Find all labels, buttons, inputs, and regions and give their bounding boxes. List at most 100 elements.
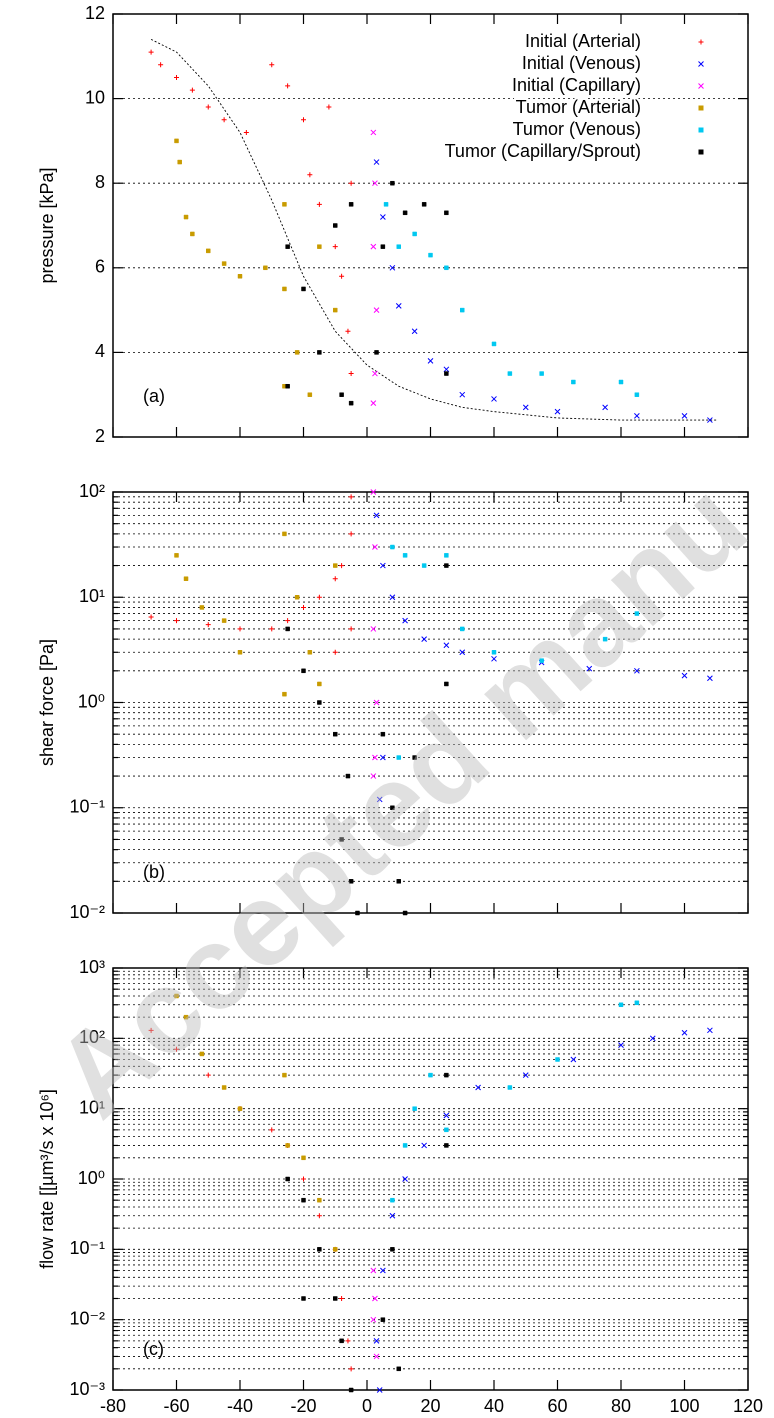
data-point: [294, 350, 300, 355]
data-point: [602, 404, 608, 411]
data-point: [285, 383, 290, 389]
data-point: [396, 879, 401, 884]
data-point: [390, 805, 395, 810]
data-point: [412, 755, 417, 760]
data-point: [199, 605, 205, 610]
data-point: [339, 392, 344, 397]
data-point: [345, 1338, 351, 1344]
data-point: [634, 1000, 640, 1006]
data-point: [174, 553, 179, 558]
data-point: [301, 117, 306, 123]
data-point: [444, 553, 449, 558]
data-point: [269, 626, 275, 632]
data-point: [376, 796, 383, 803]
data-point: [317, 700, 322, 705]
data-point: [190, 231, 195, 237]
y-axis-label: pressure [kPa]: [37, 167, 57, 283]
data-point: [380, 1317, 386, 1322]
data-point: [522, 404, 529, 411]
data-point: [332, 649, 338, 655]
data-point: [373, 1337, 380, 1344]
data-point: [183, 1014, 189, 1020]
data-point: [301, 286, 306, 292]
data-point: [285, 626, 290, 632]
data-point: [373, 512, 380, 519]
data-point: [428, 252, 433, 258]
data-point: [459, 391, 466, 398]
data-point: [345, 328, 351, 334]
y-tick-label: 10⁻¹: [69, 1238, 105, 1258]
data-point: [707, 417, 713, 423]
data-point: [443, 366, 450, 373]
legend-label: Initial (Venous): [522, 53, 641, 73]
y-tick-label: 10¹: [79, 586, 105, 606]
data-point: [396, 244, 401, 249]
data-point: [372, 544, 378, 550]
y-tick-label: 10: [85, 87, 105, 107]
data-point: [491, 396, 497, 402]
data-point: [174, 1046, 179, 1052]
data-point: [348, 626, 354, 632]
y-tick-label: 10¹: [79, 1097, 105, 1117]
data-point: [243, 129, 249, 135]
legend-label: Initial (Capillary): [512, 75, 641, 95]
data-point: [373, 307, 380, 313]
data-point: [649, 1035, 656, 1042]
data-point: [380, 731, 386, 737]
data-point: [444, 1072, 449, 1078]
data-point: [681, 672, 688, 679]
data-point: [316, 201, 322, 207]
y-tick-label: 12: [85, 3, 105, 23]
y-tick-label: 6: [95, 257, 105, 277]
data-point: [460, 626, 465, 632]
data-point: [383, 202, 389, 207]
data-point: [174, 74, 179, 80]
data-point: [396, 1366, 401, 1372]
data-point: [389, 264, 396, 271]
data-point: [333, 307, 338, 313]
x-tick-label: 20: [420, 1396, 440, 1416]
data-point: [507, 1085, 513, 1090]
legend-marker: [698, 127, 704, 133]
data-point: [376, 1387, 383, 1393]
data-point: [148, 49, 154, 55]
y-tick-label: 10²: [79, 481, 105, 501]
data-point: [174, 138, 179, 144]
plot-frame: [112, 967, 749, 1391]
data-point: [174, 993, 179, 999]
data-point: [148, 1027, 154, 1033]
data-point: [373, 1353, 380, 1360]
data-point: [355, 910, 360, 916]
data-point: [301, 604, 306, 610]
data-point: [402, 553, 408, 558]
data-point: [475, 1084, 481, 1091]
data-point: [372, 180, 378, 187]
data-point: [444, 371, 449, 376]
data-point: [348, 371, 354, 377]
data-point: [199, 1051, 205, 1057]
data-point: [554, 408, 561, 415]
data-point: [189, 87, 195, 93]
data-point: [183, 576, 189, 581]
legend-label: Tumor (Capillary/Sprout): [445, 141, 641, 161]
data-point: [380, 1267, 386, 1274]
legend-label: Initial (Arterial): [525, 31, 641, 51]
data-point: [269, 1127, 275, 1133]
data-point: [370, 243, 377, 250]
data-point: [460, 307, 465, 313]
data-point: [370, 400, 377, 407]
data-point: [491, 650, 497, 655]
data-point: [294, 595, 300, 600]
legend-marker: [698, 105, 704, 111]
data-point: [634, 667, 640, 674]
data-point: [307, 650, 313, 655]
data-point: [370, 1267, 377, 1274]
data-point: [444, 1127, 449, 1133]
data-point: [634, 611, 640, 616]
data-point: [571, 379, 576, 385]
data-point: [307, 392, 313, 397]
data-point: [421, 636, 428, 642]
data-point: [443, 642, 450, 649]
data-point: [282, 1072, 287, 1078]
